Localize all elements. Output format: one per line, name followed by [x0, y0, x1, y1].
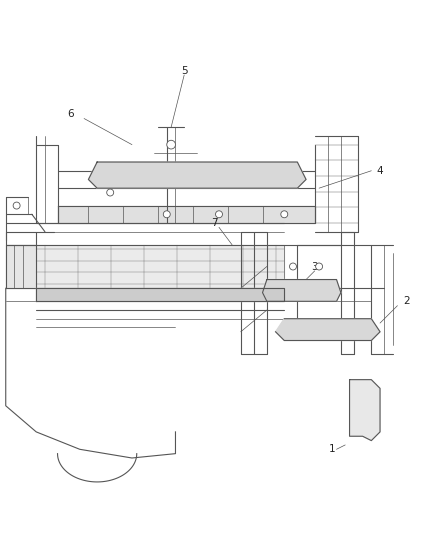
Text: 5: 5 — [181, 66, 187, 76]
Polygon shape — [262, 279, 341, 301]
Circle shape — [290, 263, 297, 270]
Polygon shape — [350, 379, 380, 441]
Polygon shape — [58, 206, 315, 223]
Polygon shape — [36, 245, 284, 288]
Circle shape — [281, 211, 288, 218]
Polygon shape — [6, 245, 36, 288]
Polygon shape — [276, 319, 380, 341]
Polygon shape — [88, 162, 306, 188]
Circle shape — [215, 211, 223, 218]
Text: 4: 4 — [377, 166, 383, 176]
Text: 6: 6 — [68, 109, 74, 119]
Circle shape — [13, 202, 20, 209]
Circle shape — [167, 140, 176, 149]
Text: 1: 1 — [329, 445, 336, 454]
Polygon shape — [36, 288, 284, 301]
Circle shape — [316, 263, 322, 270]
Text: 3: 3 — [311, 262, 318, 271]
Text: 7: 7 — [212, 218, 218, 228]
Circle shape — [107, 189, 114, 196]
Text: 2: 2 — [403, 296, 410, 306]
Circle shape — [163, 211, 170, 218]
